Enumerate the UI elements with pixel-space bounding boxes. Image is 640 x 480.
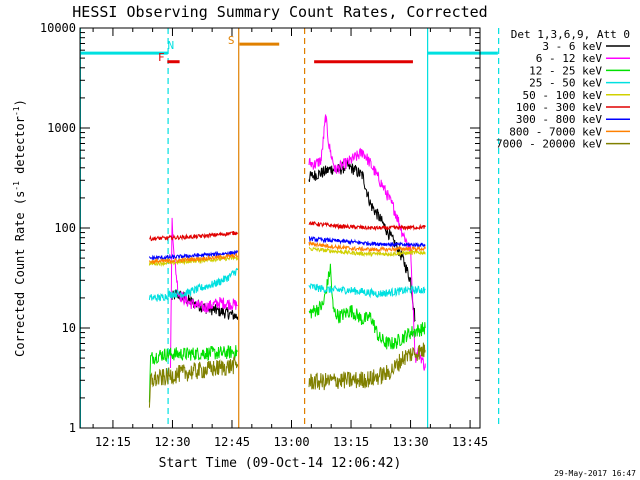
series-line bbox=[148, 345, 238, 403]
x-tick-label: 13:45 bbox=[452, 435, 488, 449]
flag-label: F bbox=[158, 51, 165, 64]
series-layer bbox=[148, 114, 426, 408]
legend-label: 12 - 25 keV bbox=[529, 64, 602, 77]
legend-label: 300 - 800 keV bbox=[516, 113, 602, 126]
legend-label: 50 - 100 keV bbox=[523, 89, 603, 102]
legend-label: 3 - 6 keV bbox=[542, 40, 602, 53]
footer-timestamp: 29-May-2017 16:47 bbox=[554, 469, 636, 478]
legend-label: 100 - 300 keV bbox=[516, 101, 602, 114]
y-axis-label-end: ) bbox=[13, 99, 27, 106]
y-tick-label: 100 bbox=[54, 221, 76, 235]
series-line bbox=[308, 221, 426, 232]
legend-label: 7000 - 20000 keV bbox=[496, 138, 602, 151]
x-axis-label: Start Time (09-Oct-14 12:06:42) bbox=[159, 456, 402, 471]
series-line bbox=[308, 246, 426, 258]
x-tick-label: 12:15 bbox=[95, 435, 131, 449]
legend-header: Det 1,3,6,9, Att 0 bbox=[511, 28, 630, 41]
series-line bbox=[308, 240, 426, 253]
series-line bbox=[148, 267, 238, 302]
y-axis-label-sup1: -1 bbox=[12, 181, 21, 191]
plot-frame bbox=[79, 27, 481, 429]
flag-label: N bbox=[168, 39, 175, 52]
flag-lines bbox=[79, 28, 500, 428]
flag-labels: NF S bbox=[158, 34, 234, 64]
series-line bbox=[308, 114, 426, 371]
y-tick-label: 10 bbox=[62, 321, 76, 335]
y-axis-label: Corrected Count Rate (s-1 detector-1) bbox=[12, 99, 27, 357]
x-axis: 12:15 12:30 12:45 13:00 13:15 13:30 13:45 bbox=[92, 28, 488, 449]
series-line bbox=[149, 231, 238, 242]
series-line bbox=[308, 235, 426, 248]
y-tick-label: 1 bbox=[69, 421, 76, 435]
x-tick-label: 13:30 bbox=[392, 435, 428, 449]
y-axis-label-main: Corrected Count Rate (s bbox=[13, 191, 27, 357]
flag-bars bbox=[80, 42, 498, 64]
y-axis-label-mid: detector bbox=[13, 116, 27, 181]
x-tick-label: 12:45 bbox=[214, 435, 250, 449]
legend-label: 25 - 50 keV bbox=[529, 77, 602, 90]
series-line bbox=[148, 250, 238, 262]
series-line bbox=[308, 263, 426, 350]
y-axis: 1 10 100 1000 10000 bbox=[40, 21, 480, 435]
legend-label: 6 - 12 keV bbox=[536, 52, 603, 65]
series-line bbox=[308, 283, 426, 299]
y-axis-label-sup2: -1 bbox=[12, 106, 21, 116]
series-line bbox=[148, 252, 238, 265]
series-line bbox=[148, 356, 238, 408]
y-tick-label: 1000 bbox=[47, 121, 76, 135]
x-tick-label: 12:30 bbox=[154, 435, 190, 449]
series-line bbox=[170, 217, 238, 369]
chart-title: HESSI Observing Summary Count Rates, Cor… bbox=[72, 3, 487, 21]
plot-area: NFS 12:15 12:30 12:45 13:00 13:15 13:30 13:45 … bbox=[40, 21, 500, 449]
legend-label: 800 - 7000 keV bbox=[509, 125, 602, 138]
series-line bbox=[308, 342, 426, 391]
x-tick-label: 13:00 bbox=[273, 435, 309, 449]
flag-label: S bbox=[228, 34, 235, 47]
y-tick-label: 10000 bbox=[40, 21, 76, 35]
x-tick-label: 13:15 bbox=[333, 435, 369, 449]
